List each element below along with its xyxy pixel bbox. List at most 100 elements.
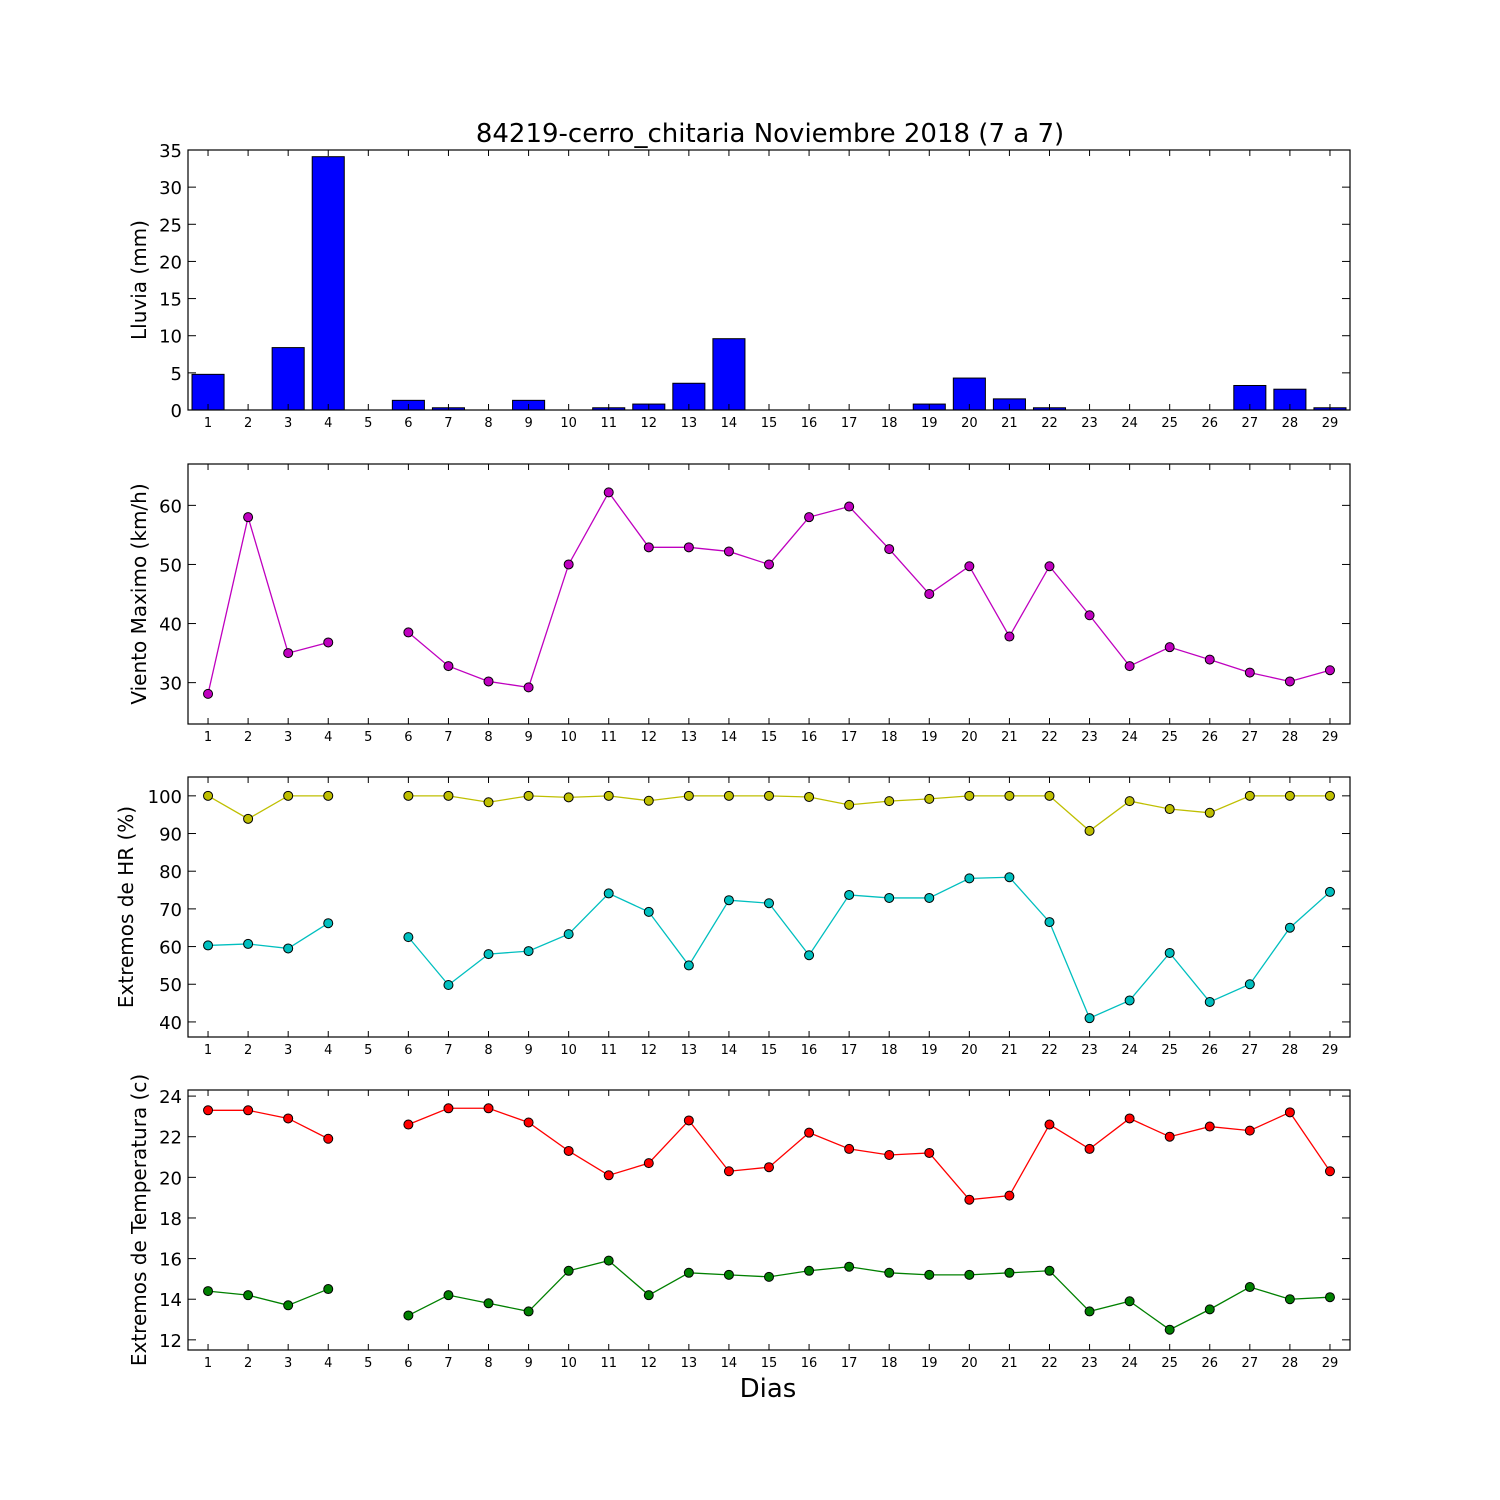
x-tick-label: 22 (1041, 730, 1058, 745)
series-line-1 (207, 491, 1331, 695)
point-s1-day-25 (1164, 1131, 1175, 1142)
point-s2-day-7 (443, 1290, 454, 1301)
point-s2-day-9 (523, 1306, 534, 1317)
point-s2-day-9 (523, 946, 534, 957)
y-axis-label: Viento Maximo (km/h) (127, 483, 151, 704)
y-tick-label: 14 (159, 1290, 182, 1311)
x-tick-label: 25 (1161, 730, 1178, 745)
point-s2-day-11 (603, 888, 614, 899)
series-line-1 (208, 1107, 1331, 1201)
point-s1-day-8 (483, 797, 494, 808)
point-s2-day-2 (243, 1290, 254, 1301)
point-s2-day-18 (884, 1267, 895, 1278)
point-s2-day-15 (764, 898, 774, 909)
x-tick-label: 5 (364, 1043, 372, 1058)
point-s1-day-9 (523, 682, 534, 693)
axes-frame (187, 463, 1351, 725)
point-s2-day-29 (1324, 886, 1335, 897)
point-s2-day-12 (643, 906, 654, 917)
x-tick-label: 11 (600, 416, 617, 431)
y-tick-label: 16 (159, 1250, 182, 1271)
x-tick-label: 4 (324, 730, 332, 745)
point-s2-day-23 (1084, 1013, 1095, 1024)
x-tick-label: 20 (961, 1356, 978, 1371)
y-tick-label: 90 (159, 825, 182, 846)
point-s1-day-16 (804, 1127, 815, 1138)
point-s2-day-26 (1204, 996, 1215, 1007)
point-s1-day-13 (683, 542, 694, 553)
point-s2-day-24 (1124, 1296, 1135, 1307)
point-s1-day-26 (1204, 654, 1215, 665)
point-s2-day-22 (1044, 917, 1055, 928)
point-s1-day-6 (403, 790, 414, 801)
x-tick-label: 27 (1242, 416, 1259, 431)
x-tick-label: 11 (600, 1043, 617, 1058)
x-tick-label: 8 (484, 416, 492, 431)
y-axis-label: Lluvia (mm) (127, 220, 151, 340)
x-tick-label: 5 (364, 1356, 372, 1371)
x-tick-label: 17 (841, 730, 858, 745)
x-tick-label: 13 (681, 1356, 698, 1371)
x-tick-label: 25 (1161, 1356, 1178, 1371)
x-tick-label: 11 (600, 1356, 617, 1371)
y-tick-label: 50 (159, 975, 182, 996)
y-tick-label: 24 (159, 1087, 182, 1108)
y-tick-label: 22 (159, 1128, 182, 1149)
y-tick-label: 100 (148, 787, 182, 808)
point-s1-day-22 (1044, 1119, 1055, 1130)
x-tick-label: 12 (641, 416, 658, 431)
point-s1-day-29 (1324, 665, 1335, 676)
x-tick-label: 23 (1081, 416, 1098, 431)
x-tick-label: 28 (1282, 416, 1299, 431)
point-s1-day-2 (243, 813, 254, 824)
point-s1-day-4 (323, 790, 334, 801)
x-tick-label: 1 (204, 416, 212, 431)
point-s2-day-14 (723, 1269, 734, 1280)
x-tick-label: 9 (524, 730, 532, 745)
point-s2-day-16 (804, 1265, 815, 1276)
point-s1-day-18 (884, 544, 895, 555)
point-s1-day-12 (643, 1158, 654, 1169)
panel-2: 1 2 3 4 5 6 7 8 9 10 11 12 13 14 15 16 17 18 19 20 21 22 23 24 2… (127, 463, 1351, 745)
point-s2-day-13 (683, 1267, 694, 1278)
point-s2-day-26 (1204, 1304, 1215, 1315)
y-axis-label: Extremos de Temperatura (c) (127, 1074, 151, 1366)
x-tick-label: 14 (721, 730, 738, 745)
x-tick-label: 22 (1041, 1356, 1058, 1371)
point-s1-day-13 (683, 790, 694, 801)
x-tick-label: 10 (560, 730, 577, 745)
x-tick-label: 13 (681, 416, 698, 431)
x-tick-label: 14 (721, 416, 738, 431)
point-s1-day-20 (964, 790, 975, 801)
point-s2-day-16 (804, 950, 815, 961)
point-s1-day-6 (403, 627, 414, 638)
x-tick-label: 9 (524, 416, 532, 431)
x-tick-label: 20 (961, 416, 978, 431)
point-s1-day-2 (243, 512, 254, 523)
point-s1-day-17 (844, 501, 855, 512)
x-tick-label: 14 (721, 1043, 738, 1058)
x-tick-label: 7 (444, 730, 452, 745)
point-s1-day-24 (1124, 796, 1135, 807)
x-tick-label: 10 (560, 416, 577, 431)
point-s1-day-23 (1084, 825, 1095, 836)
point-s2-day-13 (683, 960, 694, 971)
point-s2-day-4 (323, 918, 334, 929)
point-s2-day-11 (603, 1255, 614, 1266)
x-tick-label: 6 (404, 730, 412, 745)
y-tick-label: 60 (159, 938, 182, 959)
x-tick-label: 15 (761, 416, 778, 431)
x-tick-label: 8 (484, 1356, 492, 1371)
x-tick-label: 24 (1121, 1356, 1138, 1371)
point-s1-day-27 (1244, 1125, 1255, 1136)
y-tick-label: 0 (171, 401, 182, 422)
x-tick-label: 16 (801, 1043, 818, 1058)
x-tick-label: 26 (1201, 1356, 1218, 1371)
x-tick-label: 18 (881, 1043, 898, 1058)
point-s1-day-22 (1044, 790, 1055, 801)
point-s1-day-19 (924, 793, 935, 804)
x-tick-label: 8 (484, 1043, 492, 1058)
x-tick-label: 20 (961, 1043, 978, 1058)
point-s1-day-17 (844, 1143, 855, 1154)
